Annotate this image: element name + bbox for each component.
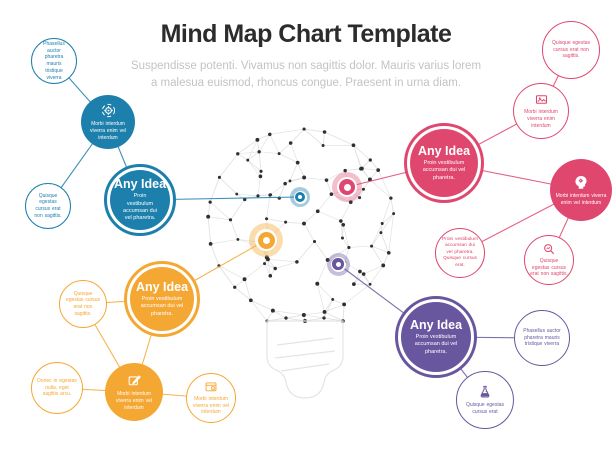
blue-any-idea-body: Proin vestibulum accumsan dui vel pharet… xyxy=(123,193,157,222)
pink-leaf-top-text: Quisque egestas cursus erat non sagittis… xyxy=(551,39,591,60)
pink-any-idea-body: Proin vestibulum accumsan dui vel pharet… xyxy=(422,159,466,181)
polygon-mesh xyxy=(206,127,396,323)
purple-any-idea-title: Any Idea xyxy=(409,317,463,332)
flask-icon xyxy=(477,384,493,400)
orange-any-idea-body: Proin vestibulum accumsan dui vel pharet… xyxy=(140,295,184,317)
photo-icon xyxy=(534,92,549,107)
blue-hub: Morbi interdum viverra enim vel interdum xyxy=(81,95,135,149)
orange-any-idea-title: Any Idea xyxy=(135,279,189,294)
orange-leaf-upper: Quisque egestas cursus erat non sagittis… xyxy=(59,280,107,328)
pink-photo-leaf-text: Morbi interdum viverra enim interdum xyxy=(524,109,558,129)
orange-leaf-left-text: Donec in egestas nulla, eget sagittis ar… xyxy=(37,377,77,398)
orange-leaf-right: Morbi interdum viverra enim vel interdum xyxy=(186,373,236,423)
orange-leaf-left: Donec in egestas nulla, eget sagittis ar… xyxy=(31,362,83,414)
blue-any-idea: Any Idea Proin vestibulum accumsan dui v… xyxy=(104,164,176,236)
orange-hub: Morbi interdum viverra enim vel interdum xyxy=(105,363,163,421)
pink-hub: Morbi interdum viverra enim vel interdum xyxy=(550,159,612,221)
blue-leaf-bottom: Quisque egestas cursus erat non sagittis… xyxy=(25,183,71,229)
bulb-node-purple xyxy=(326,252,350,276)
gear-icon xyxy=(100,102,117,119)
blue-hub-text: Morbi interdum viverra enim vel interdum xyxy=(89,121,126,141)
purple-any-idea: Any Idea Proin vestibulum accumsan dui v… xyxy=(395,296,477,378)
page-title: Mind Map Chart Template xyxy=(160,20,452,48)
pink-leaf-proin: Proin vestibulum accumsan dui vel pharet… xyxy=(435,228,485,278)
pink-any-idea: Any Idea Proin vestibulum accumsan dui v… xyxy=(404,123,484,203)
pink-photo-leaf: Morbi interdum viverra enim interdum xyxy=(513,83,569,139)
blue-any-idea-title: Any Idea xyxy=(113,177,167,192)
pink-search-leaf-text: Quisque egestas cursus erat non sagittis… xyxy=(530,257,568,278)
blue-leaf-bottom-text: Quisque egestas cursus erat non sagittis… xyxy=(34,192,62,219)
purple-flask-leaf-text: Quisque egestas cursus erat xyxy=(465,402,505,415)
pink-hub-text: Morbi interdum viverra enim vel interdum xyxy=(555,193,607,206)
bulb-base xyxy=(266,320,344,399)
secure-window-icon xyxy=(204,380,218,394)
pink-search-leaf: Quisque egestas cursus erat non sagittis… xyxy=(524,235,574,285)
purple-any-idea-body: Proin vestibulum accumsan dui vel pharet… xyxy=(414,333,458,355)
idea-head-icon xyxy=(572,173,590,191)
purple-leaf-right-text: Phasellus auctor pharetra mauris tristiq… xyxy=(523,327,561,348)
orange-any-idea: Any Idea Proin vestibulum accumsan dui v… xyxy=(124,261,200,337)
design-pencil-icon xyxy=(126,372,143,389)
orange-leaf-right-text: Morbi interdum viverra enim vel interdum xyxy=(192,395,229,416)
page-subtitle: Suspendisse potenti. Vivamus non sagitti… xyxy=(0,58,612,91)
subtitle-line-1: Suspendisse potenti. Vivamus non sagitti… xyxy=(130,60,482,72)
blue-leaf-top-text: Phasellus auctor pharetra mauris tristiq… xyxy=(43,40,65,81)
header: Mind Map Chart Template Suspendisse pote… xyxy=(0,20,612,91)
blue-leaf-top: Phasellus auctor pharetra mauris tristiq… xyxy=(31,38,77,84)
bulb-node-yellow xyxy=(249,223,283,257)
bulb-node-blue xyxy=(290,187,310,207)
orange-leaf-upper-text: Quisque egestas cursus erat non sagittis… xyxy=(65,290,101,317)
pink-leaf-top: Quisque egestas cursus erat non sagittis… xyxy=(542,21,600,79)
pink-any-idea-title: Any Idea xyxy=(417,143,471,158)
pink-leaf-proin-text: Proin vestibulum accumsan dui vel pharet… xyxy=(442,236,478,268)
orange-hub-text: Morbi interdum viverra enim vel interdum xyxy=(115,391,152,411)
purple-flask-leaf: Quisque egestas cursus erat xyxy=(456,371,514,429)
search-icon xyxy=(542,242,556,256)
bulb-node-pink xyxy=(332,172,362,202)
subtitle-line-2: a malesua euismod, rhoncus congue. Praes… xyxy=(150,76,462,89)
purple-leaf-right: Phasellus auctor pharetra mauris tristiq… xyxy=(514,310,570,366)
